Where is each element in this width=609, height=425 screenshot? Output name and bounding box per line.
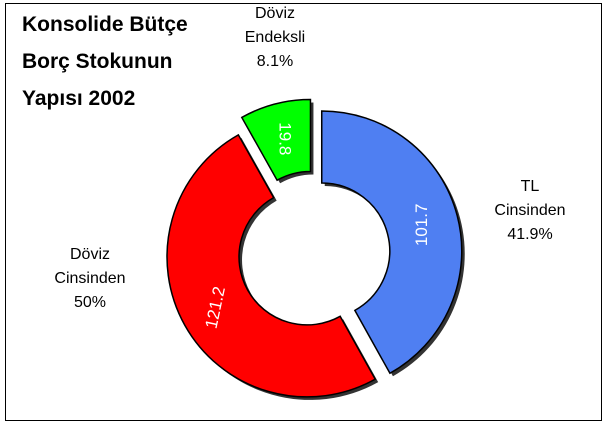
chart-title: Konsolide Bütçe Borç Stokunun Yapısı 200…: [22, 13, 188, 110]
value-label: 19.8: [276, 122, 295, 155]
category-name: Döviz Endeksli: [244, 5, 306, 46]
donut-segment: [320, 110, 463, 375]
category-name: Döviz Cinsinden: [54, 246, 126, 287]
donut-segment: [240, 98, 312, 182]
donut-segment: [166, 133, 377, 398]
value-label: 101.7: [412, 204, 431, 247]
percent-label: 8.1%: [256, 53, 294, 70]
category-label: Döviz Endeksli 8.1%: [215, 2, 335, 74]
percent-label: 50%: [73, 294, 107, 311]
frame: [5, 3, 602, 421]
category-label: Döviz Cinsinden 50%: [30, 243, 150, 315]
category-label: TL Cinsinden 41.9%: [470, 175, 590, 247]
category-name: TL Cinsinden: [494, 178, 566, 219]
percent-label: 41.9%: [507, 226, 553, 243]
